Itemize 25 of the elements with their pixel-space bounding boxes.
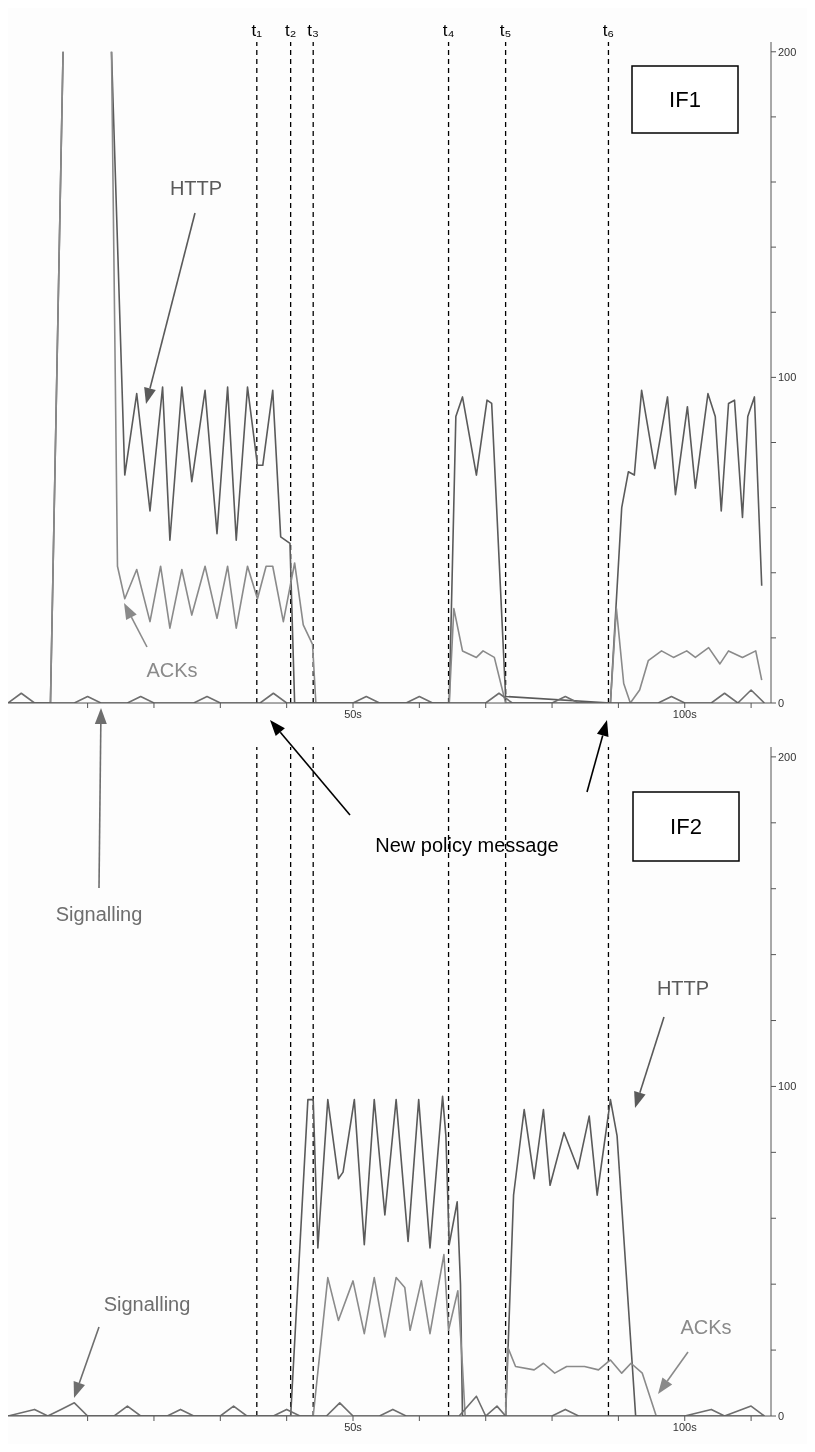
y-tick-label: 200 [778,750,797,763]
text: Signalling [103,1293,191,1315]
y-tick-label: 100 [778,371,797,384]
ref-line-label: t₃ [307,21,320,40]
legend-label: ACKs [146,659,198,681]
text: HTTP [656,977,710,999]
ref-line-label: t₆ [602,21,615,40]
x-tick-label: 50s [344,1420,363,1433]
text: Signalling [55,903,143,925]
y-tick-label: 0 [778,1409,785,1422]
ref-line-label: t₄ [442,21,455,40]
annotation: New policy message [375,834,559,856]
x-tick-label: 100s [672,707,698,720]
y-tick-label: 0 [778,696,785,709]
text: ACKs [680,1316,732,1338]
text: IF2 [670,814,702,839]
text: IF1 [669,87,701,112]
y-tick-label: 200 [778,45,797,58]
ref-line-label: t₁ [251,21,263,40]
x-tick-label: 50s [344,707,363,720]
x-tick-label: 100s [672,1420,698,1433]
ref-line-label: t₅ [499,21,512,40]
ref-line-label: t₂ [284,21,297,40]
y-tick-label: 100 [778,1080,797,1093]
text: HTTP [169,177,223,199]
